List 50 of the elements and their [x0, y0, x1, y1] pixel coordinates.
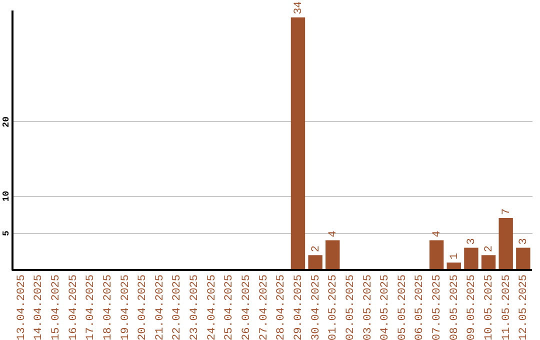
- bar: [498, 218, 513, 270]
- x-tick-label: 09.05.2025: [466, 274, 478, 340]
- data-label: 4: [328, 230, 340, 238]
- x-tick-label: 03.05.2025: [362, 274, 374, 340]
- x-tick-label: 30.04.2025: [310, 274, 322, 340]
- data-label: 3: [518, 238, 530, 245]
- x-tick-label: 23.04.2025: [189, 274, 202, 340]
- x-tick-label: 10.05.2025: [484, 274, 496, 340]
- x-tick-label: 16.04.2025: [68, 274, 80, 340]
- bar: [429, 240, 444, 270]
- x-tick-label: 12.05.2025: [518, 274, 530, 340]
- x-tick-label: 06.05.2025: [414, 274, 426, 340]
- bar: [464, 248, 478, 270]
- x-tick-label: 28.04.2025: [276, 274, 288, 340]
- x-tick-label: 07.05.2025: [432, 274, 444, 340]
- x-tick-label: 29.04.2025: [292, 274, 305, 340]
- x-tick-label: 20.04.2025: [137, 274, 150, 340]
- y-tick-label: 20: [2, 116, 12, 128]
- data-label: 7: [500, 208, 513, 215]
- x-tick-label: 01.05.2025: [328, 274, 340, 340]
- x-tick-label: 19.04.2025: [120, 274, 132, 340]
- x-tick-label: 24.04.2025: [206, 274, 218, 340]
- x-tick-label: 22.04.2025: [172, 274, 184, 340]
- x-tick-label: 08.05.2025: [448, 274, 461, 340]
- bar: [481, 255, 496, 270]
- x-tick-label: 26.04.2025: [241, 274, 254, 340]
- x-tick-label: 05.05.2025: [396, 274, 409, 340]
- bar: [326, 240, 340, 270]
- x-tick-label: 11.05.2025: [500, 274, 513, 340]
- bar: [308, 255, 322, 270]
- data-label: 2: [310, 246, 322, 252]
- data-label: 4: [432, 230, 444, 238]
- y-tick-label: 10: [2, 190, 12, 202]
- x-tick-label: 14.04.2025: [33, 274, 46, 340]
- x-tick-label: 27.04.2025: [258, 274, 270, 340]
- x-tick-label: 17.04.2025: [85, 274, 98, 340]
- data-label: 3: [466, 238, 478, 245]
- data-label: 2: [484, 246, 496, 252]
- data-label: 1: [448, 252, 461, 260]
- y-tick-label: 5: [2, 230, 12, 236]
- x-tick-label: 21.04.2025: [154, 274, 166, 340]
- bar: [290, 17, 306, 270]
- x-tick-label: 04.05.2025: [380, 274, 392, 340]
- x-tick-label: 25.04.2025: [224, 274, 236, 340]
- x-tick-label: 15.04.2025: [50, 274, 62, 340]
- x-tick-label: 02.05.2025: [344, 274, 357, 340]
- bar: [516, 248, 530, 270]
- data-label: 34: [292, 0, 305, 14]
- x-tick-label: 18.04.2025: [102, 274, 114, 340]
- x-tick-label: 13.04.2025: [16, 274, 28, 340]
